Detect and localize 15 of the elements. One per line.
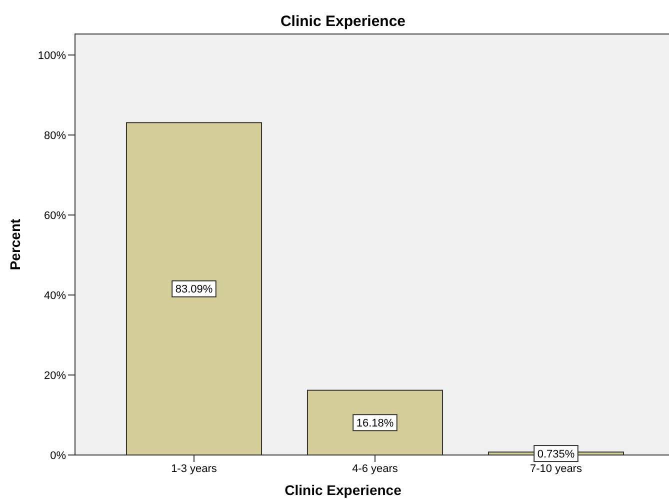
x-tick-label: 7-10 years bbox=[530, 463, 582, 475]
x-tick-label: 4-6 years bbox=[352, 463, 398, 475]
y-tick-label: 20% bbox=[44, 370, 66, 382]
chart-title: Clinic Experience bbox=[280, 13, 406, 30]
y-tick-label: 100% bbox=[38, 50, 66, 62]
y-axis-title: Percent bbox=[7, 218, 23, 270]
y-tick-label: 0% bbox=[50, 450, 66, 462]
y-tick-label: 80% bbox=[44, 130, 66, 142]
data-label: 16.18% bbox=[356, 417, 394, 430]
data-label: 0.735% bbox=[537, 448, 575, 460]
data-label: 83.09% bbox=[175, 284, 213, 296]
x-axis-title: Clinic Experience bbox=[284, 482, 402, 498]
x-tick-label: 1-3 years bbox=[171, 463, 218, 475]
y-tick-label: 40% bbox=[44, 290, 66, 302]
y-tick-label: 60% bbox=[44, 210, 66, 222]
